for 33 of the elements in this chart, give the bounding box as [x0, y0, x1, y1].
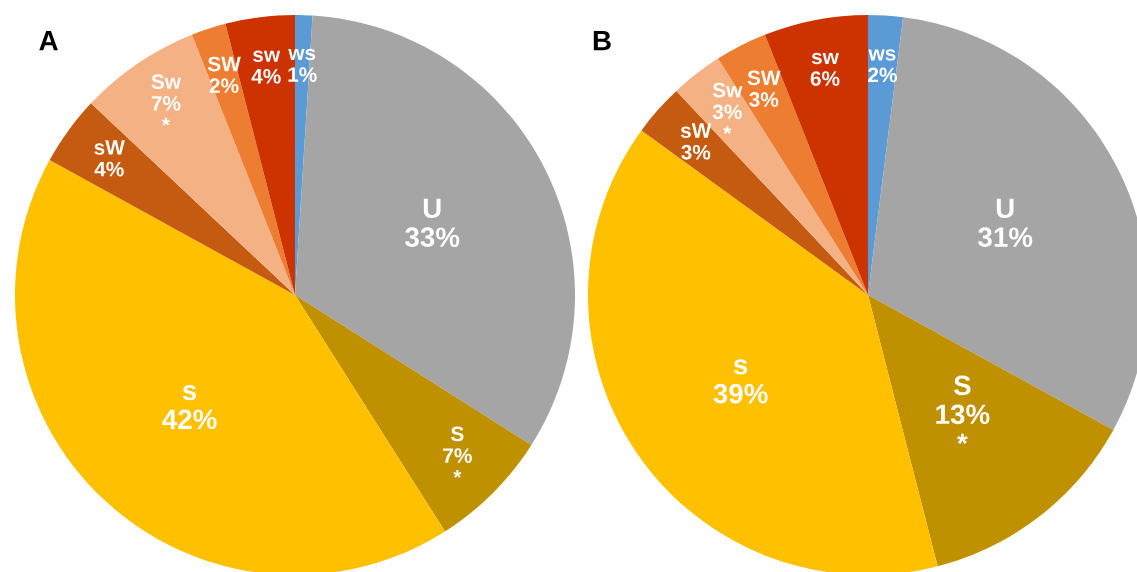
slice-label: S	[953, 375, 971, 396]
slice-label: SW	[747, 70, 781, 86]
data-label: 42%	[162, 409, 217, 430]
data-label: 3%	[681, 144, 711, 160]
data-label: 3% *	[712, 104, 742, 135]
pie-slice	[295, 295, 532, 532]
data-label: 33%	[405, 227, 460, 248]
data-label: 4%	[94, 161, 124, 177]
slice-label: U	[423, 198, 441, 219]
slice-label: Sw	[151, 74, 182, 90]
data-label: 31%	[978, 227, 1033, 248]
data-label: 1%	[288, 67, 317, 82]
slice-label: s	[182, 385, 197, 401]
slice-label: sw	[811, 52, 839, 65]
data-label: 13% *	[936, 404, 990, 444]
slice-label: s	[733, 359, 748, 375]
data-label: 2%	[209, 78, 239, 94]
chart-title: A	[39, 31, 58, 51]
slice-label: sW	[94, 140, 125, 155]
slice-label: sW	[680, 123, 712, 138]
slice-label: ws	[868, 49, 896, 61]
chart-title: B	[593, 31, 611, 51]
data-label: 7% *	[443, 448, 472, 478]
data-label: 39%	[713, 383, 768, 404]
data-label: 2%	[868, 67, 897, 83]
data-label: 6%	[810, 71, 840, 86]
slice-label: sw	[253, 50, 281, 62]
slice-label: U	[996, 198, 1014, 219]
slice-label: SW	[207, 56, 241, 72]
data-label: 3%	[749, 92, 779, 107]
data-label: 4%	[251, 68, 281, 84]
slice-label: S	[451, 426, 464, 442]
data-label: 7% *	[151, 95, 181, 126]
